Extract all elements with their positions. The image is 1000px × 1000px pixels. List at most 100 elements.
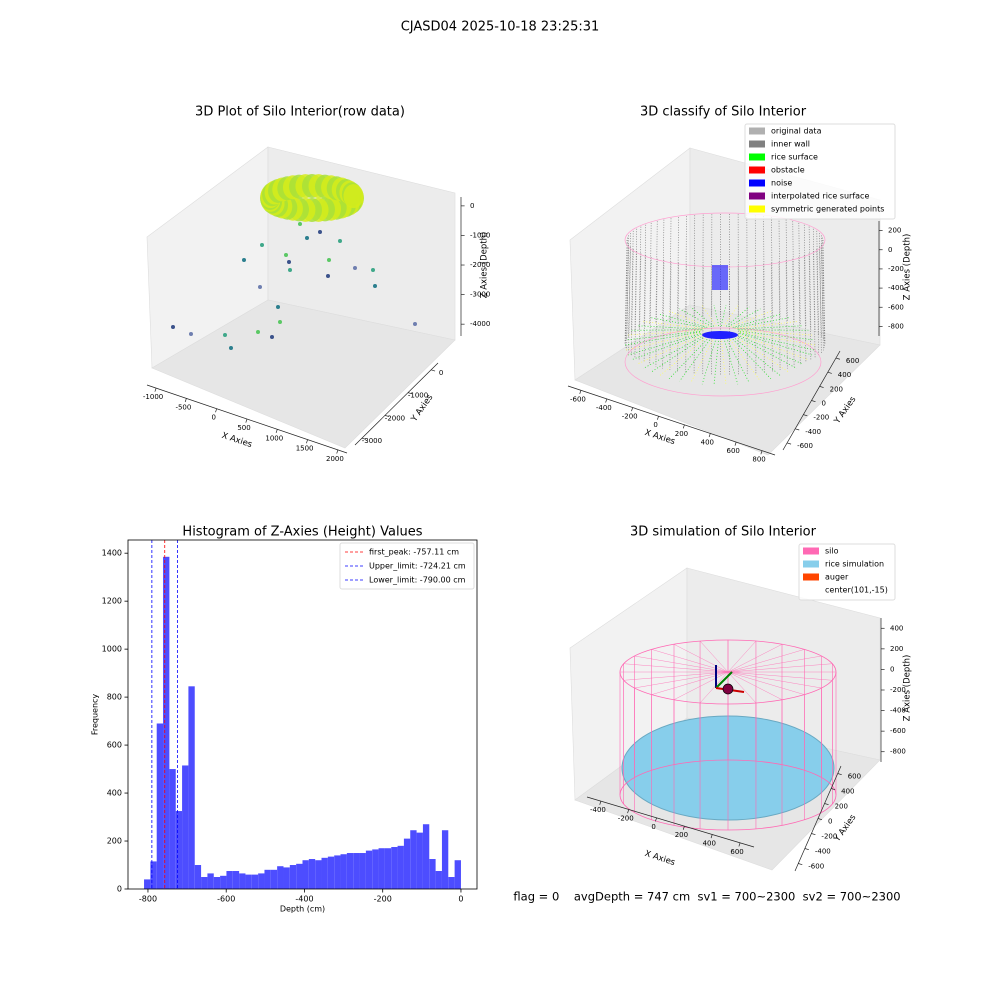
legend-label: interpolated rice surface: [771, 192, 869, 201]
rice-points: [732, 336, 781, 377]
y-tick-label: 800: [107, 693, 122, 702]
legend-swatch: [749, 127, 765, 135]
tick-mark: [831, 788, 836, 791]
bar: [441, 830, 449, 889]
obstacle-points: [702, 331, 738, 339]
point: [338, 239, 342, 243]
tick-mark: [657, 416, 659, 420]
rice-points: [730, 336, 772, 380]
wall-points: [655, 221, 658, 324]
tick-mark: [430, 369, 436, 372]
bar: [226, 871, 233, 889]
wall-points: [803, 255, 807, 363]
bar: [213, 877, 221, 889]
z-axis-label: Z Axies (Depth): [903, 655, 913, 722]
rice-points: [739, 333, 813, 356]
legend-swatch: [803, 560, 819, 568]
tick-mark: [734, 441, 737, 446]
tick-mark: [605, 398, 608, 403]
silo-wire: [727, 671, 783, 700]
legend-box: [798, 543, 896, 601]
rice-points: [739, 330, 813, 336]
figure-title: CJASD04 2025-10-18 23:25:31: [401, 20, 600, 35]
rice-points: [650, 335, 706, 373]
y-tick-label: 1400: [102, 549, 122, 558]
wall-points: [816, 249, 819, 356]
wall-points: [643, 224, 647, 328]
wall-points: [798, 222, 801, 326]
bar: [422, 824, 430, 889]
tick-mark: [804, 848, 809, 851]
silo-wire: [727, 671, 805, 695]
wall-points: [638, 253, 642, 361]
silo-wire: [623, 671, 729, 681]
wall-points: [821, 244, 824, 351]
wall-points: [677, 262, 679, 372]
tick-mark: [786, 442, 792, 445]
rice-points: [701, 337, 717, 385]
wall-points: [763, 216, 765, 318]
x-tick-label: 0: [458, 895, 463, 904]
legend-swatch: [803, 573, 819, 581]
rice-points: [739, 332, 815, 351]
y-tick-label: 1000: [102, 645, 122, 654]
tick-mark: [599, 801, 602, 805]
bar: [340, 854, 347, 889]
silo-ring: [624, 327, 822, 397]
y-tick-label: 1200: [102, 597, 122, 606]
tick-mark: [811, 400, 816, 403]
bar: [232, 871, 240, 889]
legend-label: first_peak: -757.11 cm: [369, 548, 459, 557]
tick-mark: [361, 437, 367, 440]
tick-mark: [627, 809, 630, 814]
tick-mark: [837, 773, 842, 776]
legend-label: Lower_limit: -790.00 cm: [369, 576, 466, 585]
y-tick-label: 0: [117, 885, 122, 894]
bar: [277, 866, 284, 889]
silo-wire: [619, 759, 837, 831]
rice-points: [701, 305, 717, 327]
x-tick-label: 1000: [265, 434, 283, 442]
point: [326, 274, 330, 278]
z-tick-label: 200: [888, 227, 901, 235]
y-tick-label: 0: [828, 818, 832, 826]
wall-points: [625, 242, 628, 348]
wall-points: [771, 262, 773, 372]
tick-mark: [579, 390, 582, 395]
tick-mark: [710, 834, 713, 839]
legend-label: inner wall: [771, 140, 810, 149]
point-cloud: [343, 184, 364, 209]
bar: [169, 769, 176, 889]
rice-points: [735, 335, 798, 369]
wall-points: [677, 217, 679, 319]
z-tick-label: -600: [888, 303, 904, 311]
silo-wire: [727, 663, 833, 673]
point: [256, 330, 260, 334]
tick-mark: [154, 387, 157, 392]
bar: [156, 723, 164, 889]
footer-text: flag = 0 avgDepth = 747 cm sv1 = 700~230…: [513, 890, 900, 904]
legend-swatch: [803, 547, 819, 555]
x-tick-label: -200: [374, 895, 392, 904]
point: [276, 305, 280, 309]
rice-points: [723, 337, 739, 385]
bar: [454, 860, 461, 889]
legend-label: auger: [825, 573, 849, 582]
wall-points: [808, 226, 812, 330]
tick-mark: [682, 424, 685, 429]
z-tick-label: -800: [888, 322, 904, 330]
legend-label: silo: [825, 547, 839, 556]
bar: [365, 850, 373, 889]
point: [288, 268, 292, 272]
x-tick-label: 600: [730, 848, 743, 856]
x-tick-label: -500: [175, 403, 191, 411]
point: [284, 253, 288, 257]
wall-points: [803, 224, 807, 328]
bar: [403, 838, 411, 889]
point: [223, 333, 227, 337]
rice-points: [720, 337, 727, 385]
y-tick-label: 200: [835, 803, 848, 811]
tick-mark: [798, 863, 803, 866]
bar: [315, 860, 322, 889]
